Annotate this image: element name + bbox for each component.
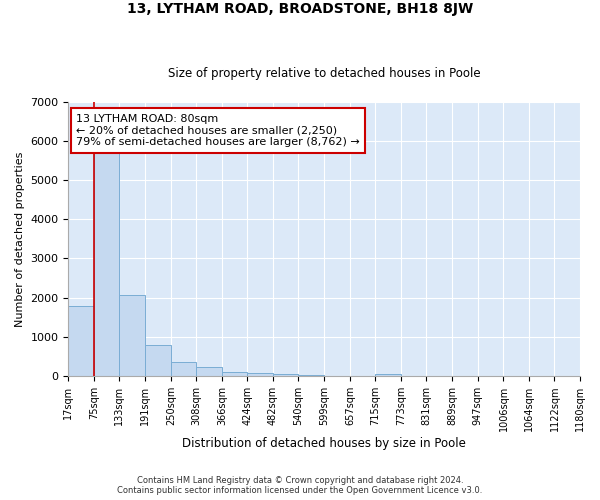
Text: 13, LYTHAM ROAD, BROADSTONE, BH18 8JW: 13, LYTHAM ROAD, BROADSTONE, BH18 8JW — [127, 2, 473, 16]
Bar — [94, 150, 119, 376]
Text: Contains HM Land Registry data © Crown copyright and database right 2024.
Contai: Contains HM Land Registry data © Crown c… — [118, 476, 482, 495]
Bar — [196, 367, 222, 376]
Text: 13 LYTHAM ROAD: 80sqm
← 20% of detached houses are smaller (2,250)
79% of semi-d: 13 LYTHAM ROAD: 80sqm ← 20% of detached … — [76, 114, 360, 147]
Bar — [376, 374, 401, 376]
Bar — [145, 345, 171, 376]
Y-axis label: Number of detached properties: Number of detached properties — [15, 151, 25, 326]
Bar — [247, 373, 273, 376]
Bar — [119, 294, 145, 376]
Bar — [222, 372, 247, 376]
X-axis label: Distribution of detached houses by size in Poole: Distribution of detached houses by size … — [182, 437, 466, 450]
Bar — [68, 306, 94, 376]
Bar — [273, 374, 298, 376]
Bar — [171, 362, 196, 376]
Title: Size of property relative to detached houses in Poole: Size of property relative to detached ho… — [168, 66, 481, 80]
